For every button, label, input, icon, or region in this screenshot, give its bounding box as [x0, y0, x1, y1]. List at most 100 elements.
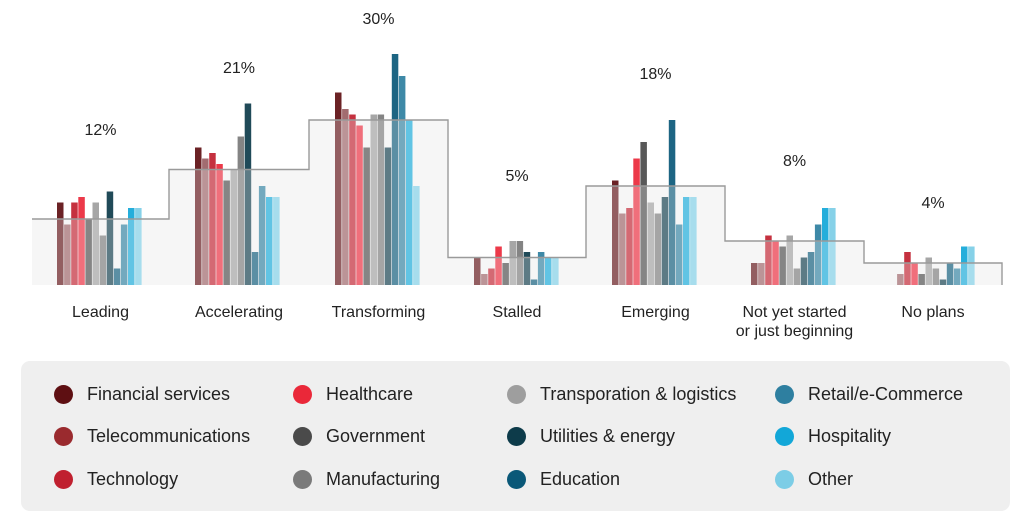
bar-3-4 [502, 263, 509, 285]
total-label: 18% [639, 66, 672, 83]
category-label: Not yet started or just beginning [720, 303, 870, 341]
category-label-line: Leading [72, 304, 129, 321]
legend-item: Other [775, 468, 853, 490]
bar-chart [32, 54, 1003, 285]
category-label: Emerging [581, 303, 731, 322]
legend-item: Manufacturing [293, 468, 440, 490]
bar-2-4 [363, 147, 370, 285]
legend-item: Utilities & energy [507, 425, 675, 447]
category-label-line: or just beginning [735, 323, 854, 340]
bar-1-10 [266, 197, 273, 285]
legend-label: Manufacturing [326, 468, 441, 489]
category-label-line: Stalled [492, 304, 542, 321]
legend-label: Government [326, 425, 426, 446]
legend-swatch [775, 426, 794, 446]
legend-item: Government [293, 425, 425, 447]
bar-5-1 [758, 263, 765, 285]
category-label-line: Emerging [621, 304, 690, 321]
legend-swatch [54, 469, 73, 489]
category-label: Accelerating [164, 303, 314, 322]
bar-0-11 [135, 208, 142, 285]
bar-3-8 [530, 279, 538, 285]
bar-6-2 [904, 252, 911, 285]
bar-2-7 [384, 147, 392, 285]
legend-label: Healthcare [326, 383, 414, 404]
bar-4-4 [640, 142, 647, 285]
bar-4-6 [654, 213, 662, 285]
bar-2-2 [349, 114, 356, 285]
bar-6-3 [911, 263, 918, 285]
bar-1-0 [195, 147, 202, 285]
bar-2-9 [398, 76, 406, 285]
legend-item: Hospitality [775, 425, 891, 447]
legend-swatch [293, 426, 312, 446]
legend-swatch [775, 384, 794, 404]
category-label: Stalled [442, 303, 592, 322]
bar-6-6 [932, 268, 940, 285]
bar-6-8 [946, 263, 954, 285]
legend-item: Retail/e-Commerce [775, 383, 963, 405]
bar-1-9 [258, 186, 266, 285]
bar-2-11 [413, 186, 420, 285]
legend-item: Healthcare [293, 383, 413, 405]
bar-4-9 [675, 224, 683, 285]
bar-0-9 [120, 224, 128, 285]
bar-3-1 [481, 274, 488, 285]
bar-6-7 [939, 279, 947, 285]
legend-label: Technology [87, 468, 179, 489]
bar-3-11 [552, 257, 559, 285]
bar-1-3 [216, 164, 223, 285]
bar-6-4 [918, 274, 925, 285]
bar-0-2 [71, 202, 78, 285]
legend-label: Utilities & energy [540, 425, 676, 446]
bar-4-2 [626, 208, 633, 285]
bar-4-5 [647, 202, 654, 285]
bar-6-10 [961, 246, 968, 285]
bar-3-0 [474, 257, 481, 285]
bar-0-4 [85, 219, 92, 285]
chart-area: 12% Leading 21% Accelerating 30% Transforming… [32, 11, 1008, 341]
bar-4-10 [683, 197, 690, 285]
bar-0-0 [57, 202, 64, 285]
bar-1-1 [202, 158, 209, 285]
bar-4-11 [690, 197, 697, 285]
bar-1-4 [223, 180, 230, 285]
bar-6-9 [953, 268, 961, 285]
bar-5-2 [765, 235, 772, 285]
legend-label: Other [808, 468, 854, 489]
bar-2-10 [406, 120, 413, 285]
legend-label: Telecommunications [87, 425, 251, 446]
legend-swatch [54, 384, 73, 404]
bar-3-3 [495, 246, 502, 285]
legend-swatch [293, 384, 312, 404]
total-label: 21% [222, 60, 256, 77]
bar-0-1 [64, 224, 71, 285]
legend-item: Transporation & logistics [507, 383, 736, 405]
legend: Financial services Telecommunications Tech… [21, 361, 1010, 511]
bar-3-2 [488, 268, 495, 285]
bar-4-0 [612, 180, 619, 285]
legend-swatch [507, 384, 526, 404]
total-label: 30% [362, 11, 395, 28]
legend-swatch [507, 469, 526, 489]
bar-2-8 [391, 54, 399, 285]
bar-5-7 [800, 257, 808, 285]
bar-5-3 [772, 241, 779, 285]
legend-item: Education [507, 468, 620, 490]
step-overlay [32, 120, 1002, 285]
total-label: 12% [84, 122, 117, 139]
bar-5-8 [807, 252, 815, 285]
bar-1-11 [273, 197, 280, 285]
bar-1-2 [209, 153, 216, 285]
bar-2-6 [377, 114, 385, 285]
bar-4-7 [661, 197, 669, 285]
bar-1-5 [230, 169, 237, 285]
category-label: No plans [858, 303, 1008, 322]
bar-4-3 [633, 158, 640, 285]
bar-0-3 [78, 197, 85, 285]
bar-5-9 [814, 224, 822, 285]
legend-item: Financial services [54, 383, 230, 405]
bar-2-0 [335, 92, 342, 285]
legend-label: Hospitality [808, 425, 892, 446]
category-label-line: No plans [901, 304, 965, 321]
